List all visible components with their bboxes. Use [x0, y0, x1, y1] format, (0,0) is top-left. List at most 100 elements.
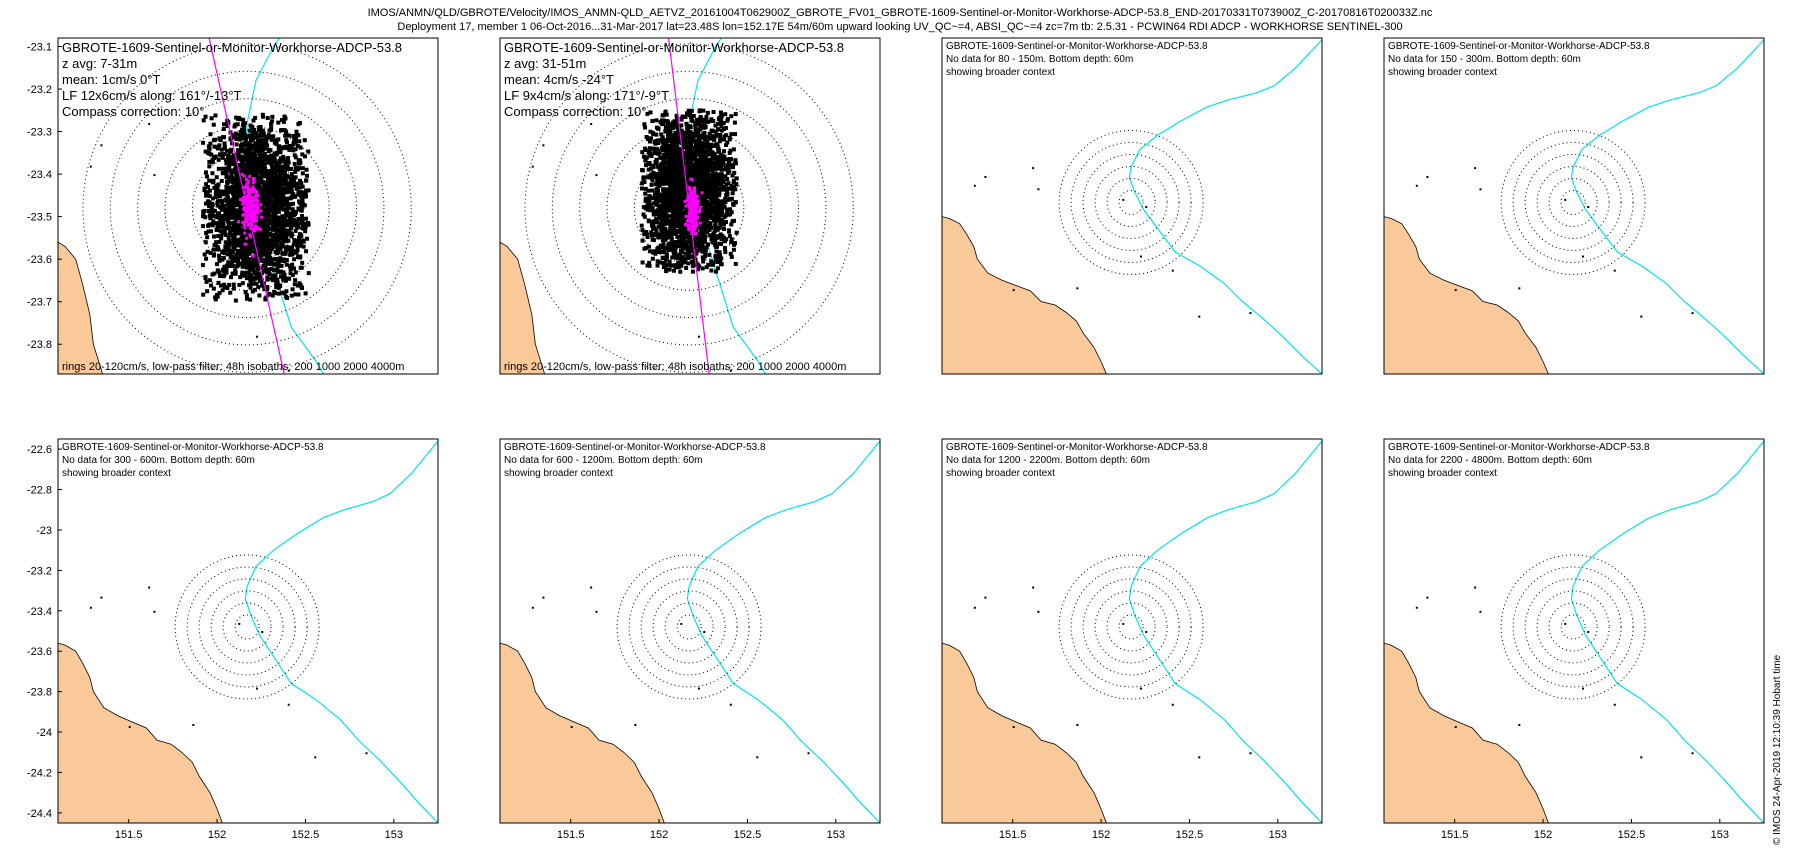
- velocity-point: [673, 240, 678, 245]
- velocity-point: [640, 228, 645, 233]
- velocity-point: [726, 159, 731, 164]
- velocity-point: [679, 128, 684, 133]
- lowpass-point: [252, 199, 256, 203]
- velocity-point: [659, 155, 664, 160]
- velocity-point: [217, 211, 222, 216]
- velocity-point: [256, 285, 261, 290]
- velocity-point: [237, 117, 242, 122]
- velocity-point: [655, 263, 660, 268]
- velocity-point: [220, 155, 225, 160]
- velocity-point: [279, 146, 284, 151]
- velocity-point: [207, 213, 212, 218]
- velocity-point: [295, 143, 300, 148]
- lowpass-point: [246, 182, 250, 186]
- velocity-point: [257, 275, 262, 280]
- velocity-point: [293, 169, 298, 174]
- velocity-point: [293, 139, 298, 144]
- velocity-point: [672, 143, 677, 148]
- velocity-point: [214, 221, 219, 226]
- velocity-point: [672, 191, 677, 196]
- velocity-point: [222, 122, 227, 127]
- lowpass-point: [249, 227, 253, 231]
- velocity-point: [255, 266, 260, 271]
- velocity-point: [271, 211, 276, 216]
- velocity-point: [653, 212, 658, 217]
- velocity-point: [292, 218, 297, 223]
- velocity-point: [293, 292, 298, 297]
- velocity-point: [270, 158, 275, 163]
- velocity-point: [651, 209, 656, 214]
- y-tick-label: -23.6: [27, 254, 52, 266]
- velocity-point: [679, 236, 684, 241]
- velocity-point: [253, 287, 258, 292]
- velocity-point: [208, 229, 213, 234]
- velocity-point: [248, 297, 253, 302]
- velocity-point: [221, 248, 226, 253]
- velocity-point: [262, 221, 267, 226]
- velocity-point: [247, 152, 252, 157]
- velocity-point: [289, 245, 294, 250]
- velocity-point: [250, 175, 255, 180]
- velocity-point: [643, 186, 648, 191]
- velocity-point: [280, 205, 285, 210]
- velocity-point: [723, 213, 728, 218]
- velocity-point: [666, 154, 671, 159]
- velocity-point: [282, 145, 287, 150]
- velocity-point: [675, 222, 680, 227]
- velocity-point: [285, 167, 290, 172]
- velocity-point: [255, 270, 260, 275]
- lowpass-point: [242, 196, 246, 200]
- velocity-point: [697, 225, 702, 230]
- velocity-point: [679, 161, 684, 166]
- velocity-point: [699, 171, 704, 176]
- lowpass-point: [244, 216, 248, 220]
- velocity-point: [657, 206, 662, 211]
- velocity-point: [224, 214, 229, 219]
- velocity-point: [270, 273, 275, 278]
- velocity-point: [283, 177, 288, 182]
- velocity-point: [728, 164, 733, 169]
- panel-footer: rings 20-120cm/s, low-pass filter: 48h i…: [62, 361, 404, 373]
- velocity-point: [220, 166, 225, 171]
- velocity-point: [200, 263, 205, 268]
- velocity-point: [667, 193, 672, 198]
- velocity-point: [677, 209, 682, 214]
- velocity-point: [694, 146, 699, 151]
- velocity-point: [671, 160, 676, 165]
- velocity-point: [281, 167, 286, 172]
- velocity-point: [284, 196, 289, 201]
- lowpass-point: [249, 222, 253, 226]
- velocity-point: [274, 175, 279, 180]
- velocity-point: [242, 227, 247, 232]
- velocity-point: [214, 227, 219, 232]
- velocity-point: [218, 198, 223, 203]
- velocity-point: [278, 159, 283, 164]
- velocity-point: [270, 154, 275, 159]
- velocity-point: [698, 217, 703, 222]
- velocity-point: [222, 225, 227, 230]
- velocity-point: [247, 180, 252, 185]
- velocity-point: [680, 114, 685, 119]
- velocity-point: [260, 145, 265, 150]
- velocity-point: [247, 283, 252, 288]
- velocity-point: [289, 181, 294, 186]
- velocity-point: [243, 168, 248, 173]
- velocity-point: [668, 189, 673, 194]
- velocity-point: [664, 150, 669, 155]
- velocity-point: [688, 130, 693, 135]
- lowpass-point: [683, 222, 687, 226]
- velocity-point: [233, 271, 238, 276]
- velocity-point: [678, 149, 683, 154]
- velocity-point: [733, 200, 738, 205]
- velocity-point: [243, 133, 248, 138]
- velocity-point: [273, 262, 278, 267]
- velocity-point: [261, 218, 266, 223]
- velocity-point: [288, 218, 293, 223]
- velocity-point: [678, 206, 683, 211]
- velocity-point: [247, 128, 252, 133]
- velocity-point: [253, 115, 258, 120]
- velocity-point: [277, 228, 282, 233]
- velocity-point: [678, 269, 683, 274]
- velocity-point: [705, 164, 710, 169]
- velocity-point: [642, 179, 647, 184]
